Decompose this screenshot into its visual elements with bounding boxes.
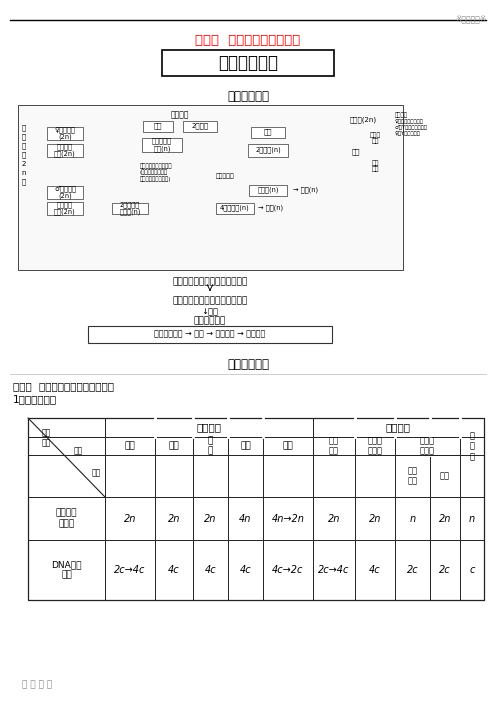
Text: 模体: 模体: [264, 128, 272, 135]
Text: c: c: [469, 565, 475, 575]
Text: 2个模体: 2个模体: [191, 123, 208, 129]
Text: 2c→4c: 2c→4c: [318, 565, 350, 575]
Text: 后期: 后期: [440, 472, 450, 480]
Text: 初级卵母
细胞(2n): 初级卵母 细胞(2n): [54, 143, 76, 157]
Text: 基因与染色体行为存在平行关系: 基因与染色体行为存在平行关系: [173, 277, 248, 286]
Text: 2c: 2c: [439, 565, 451, 575]
Text: 章末整合提升: 章末整合提升: [218, 54, 278, 72]
Text: 推 荐 下 载: 推 荐 下 载: [22, 680, 52, 689]
Text: ♀性染色体隐性遗传: ♀性染色体隐性遗传: [395, 119, 424, 124]
Bar: [249, 185, 287, 195]
Text: 间期: 间期: [124, 442, 135, 451]
Text: 光学机
作用: 光学机 作用: [370, 132, 380, 144]
Text: 2个次级精
母细胞(n): 2个次级精 母细胞(n): [119, 201, 141, 215]
Text: 4c: 4c: [240, 565, 251, 575]
Text: n: n: [409, 513, 416, 524]
Text: 基因在染色体上（萨顿的假说）: 基因在染色体上（萨顿的假说）: [173, 296, 248, 305]
Text: 知识系统构建: 知识系统构建: [227, 90, 269, 103]
Text: 正在配对的
模型(n): 正在配对的 模型(n): [152, 138, 172, 152]
Text: 生: 生: [22, 125, 26, 131]
Text: ♂精原细胞
(2n): ♂精原细胞 (2n): [54, 185, 76, 199]
Text: 观察杂交实验 → 推理 → 测交验证 → 作出结论: 观察杂交实验 → 推理 → 测交验证 → 作出结论: [154, 329, 266, 338]
Bar: [251, 126, 285, 138]
Text: 性原
细胞: 性原 细胞: [329, 437, 339, 456]
Text: 分裂
方式: 分裂 方式: [41, 428, 51, 447]
Text: ♂性Y染色体隐性遗传: ♂性Y染色体隐性遗传: [395, 125, 428, 130]
Bar: [216, 202, 254, 213]
Bar: [28, 418, 484, 600]
Text: 第二章  基因和染色体的关系: 第二章 基因和染色体的关系: [195, 34, 301, 47]
Text: 4n: 4n: [239, 513, 251, 524]
Text: ♀卵原细胞
(2n): ♀卵原细胞 (2n): [55, 126, 75, 140]
Text: 体: 体: [22, 143, 26, 150]
Text: 1．列表比较法: 1．列表比较法: [13, 394, 57, 404]
Text: 初级性
母细胞: 初级性 母细胞: [368, 437, 382, 456]
Text: n: n: [22, 170, 26, 176]
Bar: [18, 105, 403, 270]
Text: 2n: 2n: [369, 513, 381, 524]
Text: ※精品试卷※: ※精品试卷※: [456, 14, 487, 23]
Text: 染色体分离: 染色体分离: [216, 173, 235, 178]
Text: 2n: 2n: [328, 513, 340, 524]
Text: 4c: 4c: [205, 565, 216, 575]
Text: 2: 2: [22, 161, 26, 167]
Text: ♀性Y染色体遗传: ♀性Y染色体遗传: [395, 131, 421, 136]
Text: 后期: 后期: [240, 442, 251, 451]
Text: 次级性
母细胞: 次级性 母细胞: [420, 437, 435, 456]
Text: → 精子(n): → 精子(n): [258, 205, 283, 211]
Bar: [142, 138, 182, 152]
Text: n: n: [469, 513, 475, 524]
Text: 了摩尔根实验: 了摩尔根实验: [194, 316, 226, 325]
Text: ↓正则: ↓正则: [201, 307, 219, 316]
Text: 受精卵(2n): 受精卵(2n): [350, 116, 377, 123]
Text: 2c: 2c: [407, 565, 418, 575]
Bar: [47, 185, 83, 199]
Text: 4c→2c: 4c→2c: [272, 565, 304, 575]
Text: 2n: 2n: [439, 513, 451, 524]
Bar: [88, 326, 332, 343]
Text: → 卵子(n): → 卵子(n): [293, 187, 318, 193]
Text: 受精: 受精: [352, 148, 360, 154]
Text: DNA数目
变化: DNA数目 变化: [51, 560, 82, 580]
Text: 常染色体: 常染色体: [395, 112, 408, 118]
Bar: [248, 143, 288, 157]
Text: 初级精母
细胞(2n): 初级精母 细胞(2n): [54, 201, 76, 215]
Text: 卵细胞(n): 卵细胞(n): [257, 187, 279, 193]
Text: 同源染色体分离、形成
(到分批、非同源染
色体之间互交叉互换): 同源染色体分离、形成 (到分批、非同源染 色体之间互交叉互换): [140, 163, 173, 182]
Bar: [47, 201, 83, 215]
Text: ）: ）: [22, 179, 26, 185]
Bar: [143, 121, 173, 131]
Text: 性
细
胞: 性 细 胞: [470, 431, 475, 461]
Text: 减数分裂: 减数分裂: [386, 423, 411, 432]
Text: 2个模型(n): 2个模型(n): [255, 147, 281, 153]
Text: 染色体数
目变化: 染色体数 目变化: [56, 509, 77, 528]
Text: 性状
遗传: 性状 遗传: [371, 160, 379, 172]
Bar: [183, 121, 217, 131]
Text: 个体发育: 个体发育: [171, 110, 189, 119]
Text: 模体: 模体: [154, 123, 162, 129]
Text: 前期: 前期: [169, 442, 180, 451]
Text: 规律方法整合: 规律方法整合: [227, 358, 269, 371]
Text: 2n: 2n: [168, 513, 180, 524]
Text: 4c: 4c: [168, 565, 180, 575]
Text: 4c: 4c: [369, 565, 381, 575]
Text: 有丝分裂: 有丝分裂: [196, 423, 222, 432]
Text: 整合一  减数分裂与有丝分裂的比较: 整合一 减数分裂与有丝分裂的比较: [13, 381, 114, 391]
Text: 末期: 末期: [283, 442, 293, 451]
Text: 2n: 2n: [124, 513, 136, 524]
Text: 比较: 比较: [73, 446, 83, 455]
Bar: [47, 126, 83, 140]
Text: 项目: 项目: [91, 468, 101, 477]
Text: （: （: [22, 152, 26, 159]
Text: 2n: 2n: [204, 513, 217, 524]
Bar: [47, 143, 83, 157]
Text: 4n→2n: 4n→2n: [272, 513, 305, 524]
Text: 2c→4c: 2c→4c: [114, 565, 146, 575]
Text: 中
期: 中 期: [208, 437, 213, 456]
Text: 4个精细胞(n): 4个精细胞(n): [220, 205, 250, 211]
Text: 殖: 殖: [22, 133, 26, 140]
Text: 前、
中期: 前、 中期: [408, 466, 418, 486]
Bar: [112, 202, 148, 213]
Bar: [162, 50, 334, 76]
